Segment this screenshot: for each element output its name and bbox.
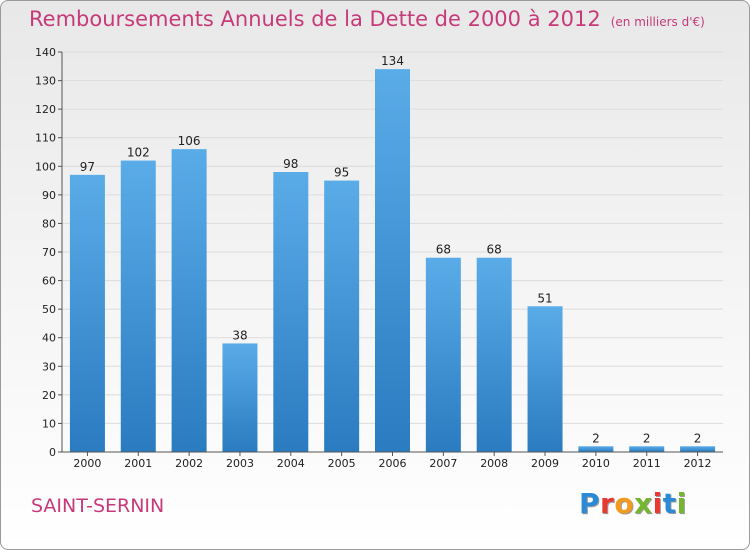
- value-label-2001: 102: [127, 146, 150, 160]
- bar-2009: [527, 306, 563, 452]
- bar-2004: [273, 172, 309, 452]
- value-label-2010: 2: [592, 431, 600, 445]
- value-label-2002: 106: [178, 134, 201, 148]
- y-tick-label: 0: [49, 446, 56, 459]
- y-tick-label: 110: [35, 132, 56, 145]
- logo-letter: x: [634, 487, 653, 520]
- logo-letter: o: [614, 487, 635, 520]
- bar-2003: [222, 343, 258, 452]
- y-tick-label: 130: [35, 75, 56, 88]
- y-tick-label: 60: [42, 275, 56, 288]
- x-tick-label-2005: 2005: [328, 457, 356, 470]
- y-tick-label: 100: [35, 160, 56, 173]
- y-tick-label: 10: [42, 417, 56, 430]
- chart-unit: (en milliers d'€): [610, 15, 705, 29]
- y-tick-label: 30: [42, 360, 56, 373]
- x-tick-label-2010: 2010: [582, 457, 610, 470]
- bars: 97 102 106 38 98 95 134 68 68 51 2 2 2: [69, 54, 716, 453]
- x-tick-label-2011: 2011: [633, 457, 661, 470]
- axes: 0 10 20 30 40 50 60 70 80 90 100 110 120 130 140 2000 20…: [35, 46, 723, 470]
- value-label-2004: 98: [283, 157, 298, 171]
- y-tick-label: 50: [42, 303, 56, 316]
- y-tick-label: 120: [35, 103, 56, 116]
- chart-title-text: Remboursements Annuels de la Dette de 20…: [29, 7, 601, 31]
- bar-2008: [476, 257, 512, 452]
- x-tick-label-2012: 2012: [684, 457, 712, 470]
- value-label-2000: 97: [80, 160, 95, 174]
- value-label-2003: 38: [232, 328, 247, 342]
- logo-letter: i: [676, 487, 687, 520]
- proxiti-logo: Proxiti: [579, 487, 687, 520]
- logo-letter: P: [579, 487, 601, 520]
- bar-2002: [171, 149, 207, 452]
- y-tick-label: 90: [42, 189, 56, 202]
- x-tick-label-2003: 2003: [226, 457, 254, 470]
- bar-2006: [375, 69, 410, 453]
- chart-title: Remboursements Annuels de la Dette de 20…: [29, 7, 705, 31]
- y-tick-label: 80: [42, 217, 56, 230]
- x-tick-label-2000: 2000: [73, 457, 101, 470]
- y-tick-label: 140: [35, 46, 56, 59]
- value-label-2012: 2: [694, 431, 702, 445]
- x-tick-label-2004: 2004: [277, 457, 305, 470]
- logo-letter: i: [652, 487, 663, 520]
- bar-2007: [425, 257, 461, 452]
- y-tick-label: 70: [42, 246, 56, 259]
- bar-2011: [629, 446, 665, 452]
- x-tick-label-2007: 2007: [429, 457, 457, 470]
- value-label-2007: 68: [436, 243, 451, 257]
- value-label-2011: 2: [643, 431, 651, 445]
- value-label-2006: 134: [381, 54, 404, 68]
- value-label-2009: 51: [537, 291, 552, 305]
- x-tick-label-2006: 2006: [379, 457, 407, 470]
- logo-letter: t: [662, 487, 677, 520]
- logo-letter: r: [600, 487, 615, 520]
- x-tick-label-2002: 2002: [175, 457, 203, 470]
- value-label-2005: 95: [334, 166, 349, 180]
- y-tick-label: 40: [42, 332, 56, 345]
- bar-2001: [120, 160, 156, 453]
- bar-2005: [324, 180, 360, 453]
- x-tick-label-2008: 2008: [480, 457, 508, 470]
- bar-2010: [578, 446, 614, 452]
- bar-2012: [680, 446, 716, 452]
- x-tick-label-2009: 2009: [531, 457, 559, 470]
- bar-2000: [69, 174, 105, 452]
- place-name: SAINT-SERNIN: [31, 495, 165, 517]
- x-tick-label-2001: 2001: [124, 457, 152, 470]
- y-tick-label: 20: [42, 389, 56, 402]
- value-label-2008: 68: [487, 243, 502, 257]
